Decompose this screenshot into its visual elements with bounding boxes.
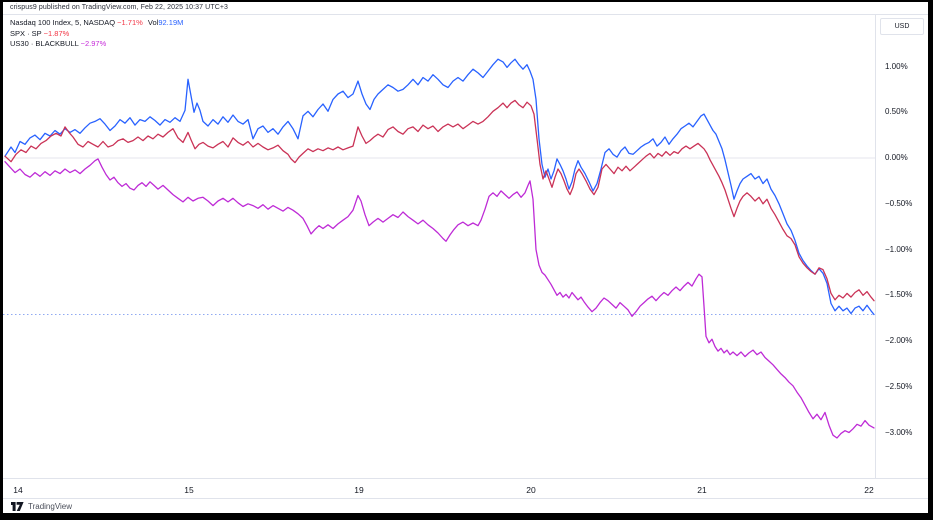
time-axis-label: 21 — [697, 485, 707, 495]
price-axis-label: 1.00% — [885, 61, 908, 71]
time-axis-label: 20 — [526, 485, 536, 495]
legend-vol-value: 92.19M — [158, 18, 184, 27]
time-axis-label: 19 — [354, 485, 364, 495]
legend-change-value: −2.97% — [80, 39, 107, 48]
legend-vol-label: Vol — [147, 18, 159, 27]
chart-svg[interactable] — [3, 15, 875, 478]
legend-symbol-title: US30 · BLACKBULL — [10, 39, 79, 48]
chart-panel: crispus9 published on TradingView.com, F… — [3, 2, 928, 513]
price-axis-label: 0.00% — [885, 153, 908, 162]
nasdaq-100-index-series-line — [4, 58, 875, 316]
us30-series-line — [4, 158, 875, 439]
price-axis-label: −2.00% — [885, 336, 913, 345]
price-axis-label: −3.00% — [885, 427, 913, 437]
time-axis[interactable]: 14 15 19 20 21 22 — [3, 478, 928, 499]
price-axis-label: −0.50% — [885, 198, 913, 208]
chart-plot-area[interactable]: Nasdaq 100 Index, 5, NASDAQ −1.71% Vol92… — [3, 15, 875, 478]
tradingview-logo-icon — [11, 502, 24, 511]
legend-row-spx[interactable]: SPX · SP −1.87% — [10, 29, 183, 40]
time-axis-label: 22 — [864, 485, 874, 495]
legend-symbol-title: SPX · SP — [10, 28, 42, 38]
spx-series-line — [4, 99, 875, 302]
currency-toggle-button[interactable]: USD — [880, 18, 924, 35]
legend-change-value: −1.87% — [43, 28, 70, 38]
footer-bar: TradingView — [3, 498, 928, 513]
legend: Nasdaq 100 Index, 5, NASDAQ −1.71% Vol92… — [10, 18, 183, 50]
time-axis-label: 14 — [13, 485, 23, 495]
legend-row-nasdaq[interactable]: Nasdaq 100 Index, 5, NASDAQ −1.71% Vol92… — [10, 18, 183, 29]
legend-change-value: −1.71% — [117, 18, 143, 27]
time-axis-label: 15 — [184, 485, 194, 495]
legend-row-us30[interactable]: US30 · BLACKBULL −2.97% — [10, 39, 183, 50]
header-divider — [3, 14, 928, 15]
tradingview-brand[interactable]: TradingView — [11, 502, 72, 511]
tradingview-brand-label: TradingView — [28, 502, 73, 511]
price-axis-label: −2.50% — [885, 381, 913, 391]
price-axis-label: 0.50% — [885, 107, 908, 117]
price-axis[interactable]: USD 1.00% 0.50% 0.00% −0.50% −1.00% −1.50% −2.… — [875, 15, 928, 478]
price-axis-label: −1.50% — [885, 290, 913, 300]
price-axis-label: −1.00% — [885, 244, 913, 254]
attribution-text: crispus9 published on TradingView.com, F… — [10, 4, 229, 11]
legend-symbol-title: Nasdaq 100 Index, 5, NASDAQ — [10, 18, 116, 27]
